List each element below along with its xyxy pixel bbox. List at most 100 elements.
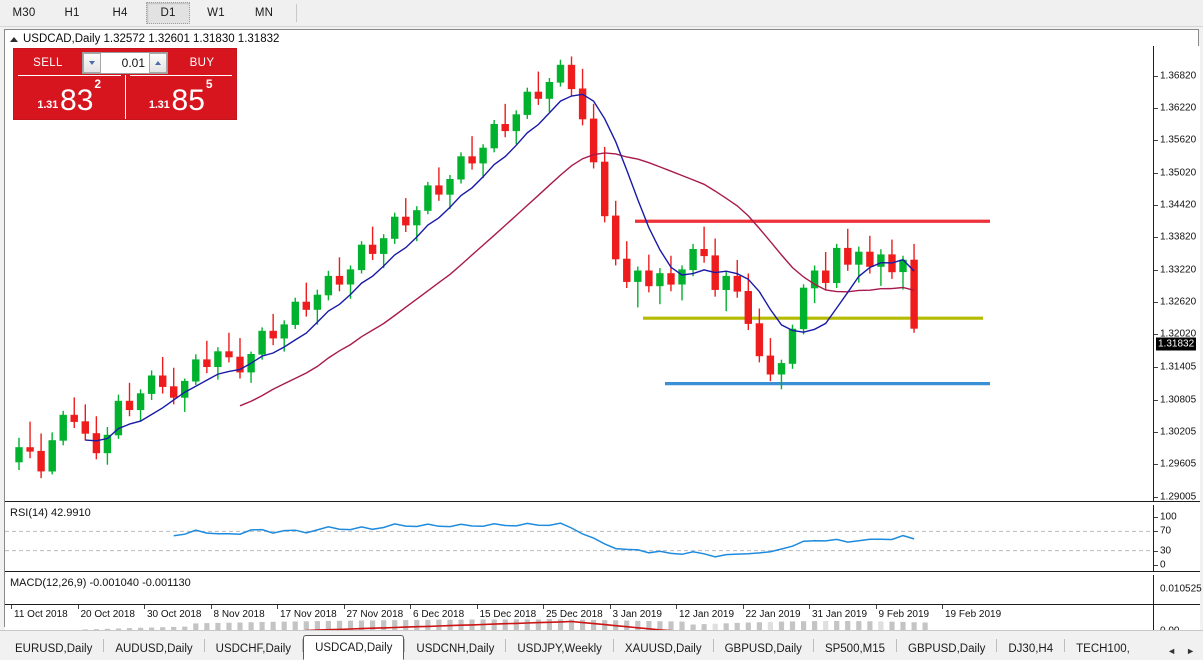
volume-decrease-button[interactable]	[83, 53, 101, 73]
buy-underline	[129, 75, 232, 76]
macd-histogram-bar	[535, 619, 541, 631]
chevron-up-icon	[155, 61, 161, 65]
time-tick-label: 27 Nov 2018	[346, 609, 404, 620]
ma-slow-line	[239, 152, 915, 407]
candle-body	[269, 330, 277, 339]
buy-label[interactable]: BUY	[189, 57, 215, 69]
time-tick	[277, 605, 278, 609]
macd-histogram-bar	[370, 620, 376, 631]
macd-histogram-bar	[126, 628, 133, 631]
volume-input[interactable]: 0.01	[121, 56, 145, 70]
symbol-tab-divider	[1064, 639, 1066, 652]
chart-title-text: USDCAD,Daily 1.32572 1.32601 1.31830 1.3…	[23, 33, 280, 45]
timeframe-button-mn[interactable]: MN	[254, 7, 274, 19]
macd-histogram-bar	[911, 622, 917, 631]
volume-stepper[interactable]: 0.01	[82, 52, 168, 74]
candle-body	[457, 156, 465, 180]
symbol-tab-gbpusd-daily[interactable]: GBPUSD,Daily	[908, 643, 986, 655]
price-tick-label: 1.35620	[1160, 134, 1197, 146]
timeframe-button-h4[interactable]: H4	[112, 7, 128, 19]
symbol-tab-usdcnh-daily[interactable]: USDCNH,Daily	[416, 643, 495, 655]
time-tick	[942, 605, 943, 609]
macd-histogram-bar	[845, 621, 851, 631]
macd-histogram-bar	[701, 624, 707, 631]
price-scale-axis[interactable]: 1.36820 1.36220 1.35620 1.35020 1.34420 1.338…	[1153, 46, 1200, 502]
buy-price-button[interactable]: 1.31 85 5	[124, 75, 237, 119]
timeframe-toolbar: M30 H1 H4 D1 W1 MN	[0, 0, 1203, 27]
candle-body	[744, 291, 753, 324]
candle-body	[490, 124, 498, 149]
candle-body	[147, 375, 156, 394]
timeframe-button-w1[interactable]: W1	[207, 7, 225, 19]
macd-histogram-bar	[259, 622, 265, 631]
timeframe-button-m30[interactable]: M30	[12, 7, 36, 19]
symbol-tab-divider	[103, 639, 105, 652]
sell-price-prefix: 1.31	[37, 99, 59, 111]
time-tick-label: 25 Dec 2018	[546, 609, 603, 620]
one-click-trading-panel: SELL 0.01 BUY 1.31 83 2	[13, 48, 237, 120]
candle-body	[70, 414, 78, 422]
timeframe-button-h1[interactable]: H1	[64, 7, 80, 19]
time-tick	[410, 605, 411, 609]
candle-body	[866, 251, 874, 267]
macd-histogram-bar	[270, 621, 276, 631]
candle-body	[379, 238, 388, 254]
candle-body	[855, 251, 863, 265]
volume-increase-button[interactable]	[149, 53, 167, 73]
time-axis[interactable]: 11 Oct 2018 20 Oct 2018 30 Oct 2018 8 Nov 2…	[5, 604, 1200, 626]
macd-histogram-bar	[778, 621, 785, 631]
candle-body	[236, 356, 244, 373]
symbol-tab-eurusd-daily[interactable]: EURUSD,Daily	[15, 643, 93, 655]
price-tick	[1154, 399, 1158, 401]
candle-body	[258, 330, 266, 355]
rsi-tick	[1154, 550, 1158, 552]
macd-histogram-bar	[281, 621, 287, 631]
candle-body	[722, 275, 730, 290]
symbol-tab-usdcad-daily[interactable]: USDCAD,Daily	[303, 635, 405, 660]
time-tick-label: 31 Jan 2019	[812, 609, 868, 620]
buy-price-fraction: 5	[205, 77, 213, 91]
collapse-triangle-icon[interactable]	[10, 36, 18, 42]
candle-body	[203, 359, 211, 368]
macd-histogram-bar	[767, 621, 773, 631]
time-tick-label: 22 Jan 2019	[745, 609, 801, 620]
macd-histogram-bar	[403, 620, 409, 631]
symbol-tab-audusd-daily[interactable]: AUDUSD,Daily	[115, 643, 193, 655]
candle-body	[832, 247, 841, 283]
macd-histogram-bar	[524, 619, 530, 631]
rsi-plot-area[interactable]	[5, 505, 1153, 571]
macd-histogram-bar	[336, 620, 343, 631]
scroll-left-icon[interactable]: ◄	[1167, 646, 1177, 656]
macd-histogram-bar	[138, 627, 144, 631]
ma-fast-line	[85, 93, 915, 442]
price-tick	[1154, 237, 1158, 239]
macd-histogram-bar	[900, 621, 906, 631]
macd-histogram-bar	[922, 622, 928, 631]
symbol-tab-sp500-m15[interactable]: SP500,M15	[824, 643, 886, 655]
symbol-tab-usdjpy-weekly[interactable]: USDJPY,Weekly	[517, 643, 602, 655]
sell-price-button[interactable]: 1.31 83 2	[14, 75, 125, 119]
macd-histogram-bar	[392, 620, 398, 631]
price-plot-area[interactable]	[5, 46, 1153, 501]
symbol-tab-dj30-h4[interactable]: DJ30,H4	[1008, 643, 1054, 655]
candle-body	[48, 440, 56, 472]
macd-histogram-bar	[193, 623, 199, 631]
time-tick-label: 3 Jan 2019	[612, 609, 663, 620]
symbol-tab-tech100[interactable]: TECH100,	[1076, 643, 1130, 655]
candle-body	[37, 450, 45, 472]
symbol-tab-usdchf-daily[interactable]: USDCHF,Daily	[215, 643, 292, 655]
symbol-tab-xauusd-daily[interactable]: XAUUSD,Daily	[624, 643, 702, 655]
price-tick-label: 1.35020	[1160, 167, 1197, 179]
candle-body	[700, 249, 708, 257]
sell-label[interactable]: SELL	[33, 57, 63, 69]
macd-histogram-bar	[347, 620, 354, 631]
macd-histogram-bar	[425, 619, 431, 631]
macd-histogram-bar	[149, 627, 155, 631]
timeframe-button-d1[interactable]: D1	[146, 2, 190, 24]
candle-body	[733, 275, 742, 292]
macd-histogram-bar	[557, 619, 564, 631]
symbol-tab-gbpusd-daily[interactable]: GBPUSD,Daily	[724, 643, 802, 655]
scroll-right-icon[interactable]: ►	[1186, 646, 1195, 656]
price-tick-label: 1.32620	[1160, 296, 1197, 308]
candle-body	[501, 124, 509, 132]
